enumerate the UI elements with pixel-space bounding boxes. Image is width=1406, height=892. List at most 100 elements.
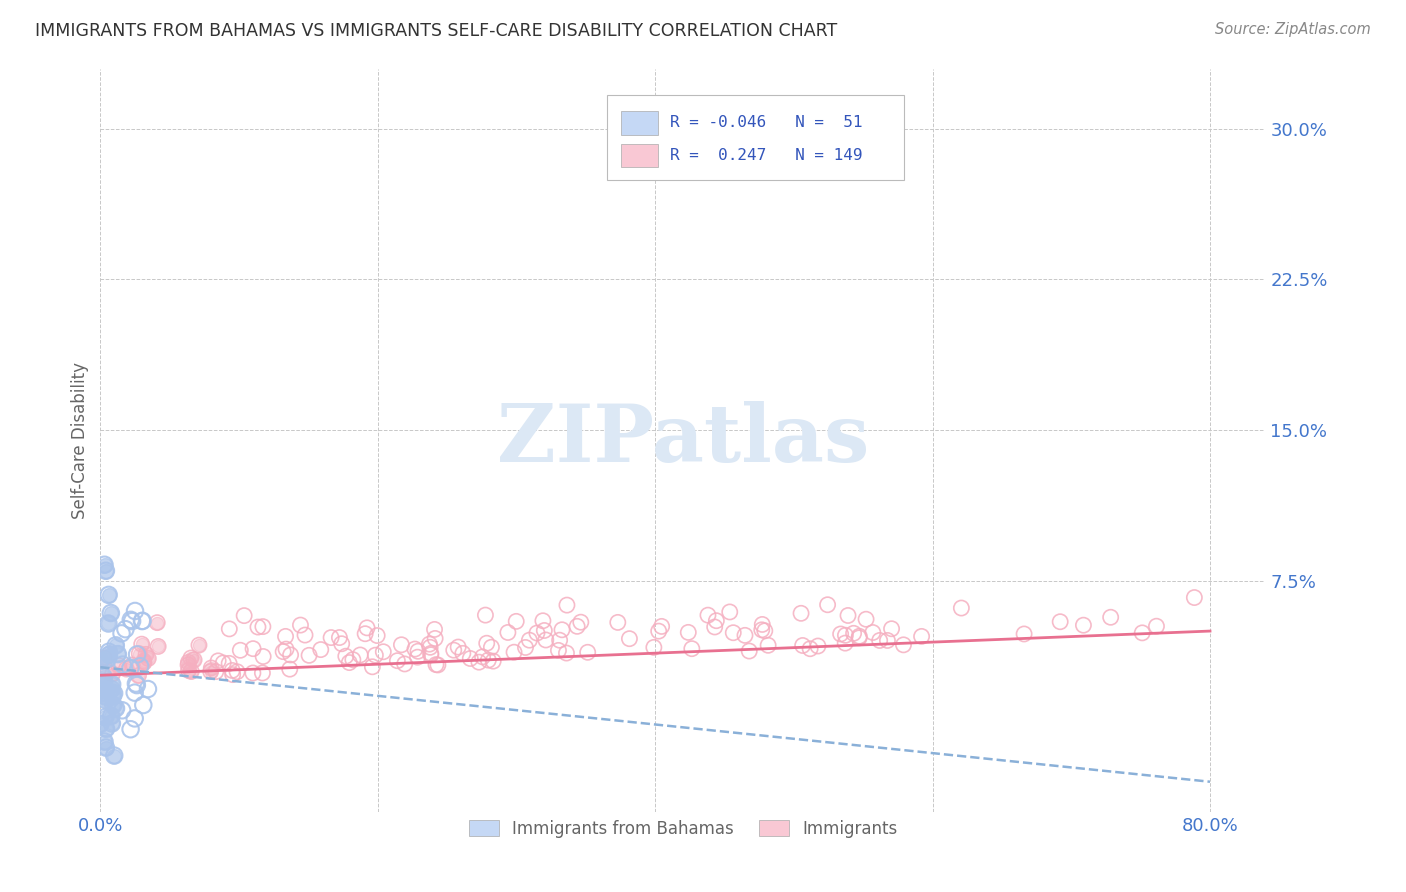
Point [131, 637, 153, 651]
Point [127, 668, 149, 682]
Point [111, 657, 134, 672]
Point [93, 558, 115, 572]
Point [290, 618, 312, 632]
Point [114, 622, 136, 636]
Point [93, 678, 115, 692]
Point [177, 656, 200, 670]
Point [93, 670, 115, 684]
Point [1049, 615, 1071, 629]
Point [807, 639, 830, 653]
Point [94, 690, 117, 704]
Point [531, 614, 554, 628]
Point [792, 639, 814, 653]
Point [647, 624, 669, 639]
Point [89, 717, 111, 731]
Y-axis label: Self-Care Disability: Self-Care Disability [72, 361, 89, 519]
Point [751, 617, 773, 632]
Point [97, 645, 120, 659]
Point [734, 628, 756, 642]
Text: R =  0.247   N = 149: R = 0.247 N = 149 [671, 148, 863, 163]
Point [221, 667, 243, 681]
Point [252, 649, 274, 664]
Point [252, 619, 274, 633]
Point [120, 723, 142, 737]
Point [177, 657, 200, 672]
Point [132, 656, 155, 670]
Point [1130, 625, 1153, 640]
Point [103, 748, 125, 763]
Point [280, 648, 302, 662]
Point [183, 653, 205, 667]
Point [94, 564, 117, 578]
Point [515, 640, 537, 655]
Point [97, 588, 120, 602]
Point [294, 628, 316, 642]
Point [834, 636, 856, 650]
Point [252, 665, 274, 680]
Point [115, 662, 138, 676]
Point [97, 616, 120, 631]
Point [131, 637, 153, 651]
Point [128, 647, 150, 661]
Point [834, 628, 856, 642]
Point [108, 658, 131, 673]
Point [96, 665, 118, 679]
Point [180, 651, 202, 665]
Point [93, 674, 115, 689]
Point [387, 654, 409, 668]
Point [330, 637, 353, 651]
Point [90, 682, 112, 697]
Point [848, 629, 870, 643]
Text: Source: ZipAtlas.com: Source: ZipAtlas.com [1215, 22, 1371, 37]
Point [271, 645, 294, 659]
Point [89, 654, 111, 668]
Point [221, 664, 243, 678]
Point [335, 649, 357, 664]
Point [817, 598, 839, 612]
Point [447, 640, 470, 654]
Point [703, 620, 725, 634]
Point [418, 637, 440, 651]
Point [1073, 618, 1095, 632]
Point [101, 689, 124, 703]
Text: ZIPatlas: ZIPatlas [496, 401, 869, 479]
Point [93, 670, 115, 684]
Point [94, 710, 117, 724]
Bar [621, 111, 658, 135]
Point [183, 653, 205, 667]
Point [205, 665, 228, 679]
Point [229, 643, 252, 657]
Point [555, 646, 578, 660]
Point [90, 682, 112, 697]
Point [419, 640, 441, 655]
Point [569, 615, 592, 630]
Point [678, 625, 700, 640]
Point [132, 698, 155, 712]
Point [471, 649, 494, 664]
Point [718, 605, 741, 619]
Point [830, 627, 852, 641]
Point [1146, 619, 1168, 633]
Point [94, 690, 117, 704]
Point [136, 651, 159, 665]
Point [565, 619, 588, 633]
Point [120, 613, 142, 627]
Legend: Immigrants from Bahamas, Immigrants: Immigrants from Bahamas, Immigrants [463, 814, 904, 845]
Point [97, 588, 120, 602]
Point [391, 638, 413, 652]
Point [723, 625, 745, 640]
Point [103, 698, 125, 713]
Point [309, 642, 332, 657]
Point [704, 614, 727, 628]
Point [790, 607, 813, 621]
Point [226, 665, 249, 679]
Point [423, 632, 446, 646]
Point [100, 606, 122, 620]
Point [127, 648, 149, 662]
Point [127, 668, 149, 682]
Point [481, 640, 503, 655]
Point [880, 622, 903, 636]
Point [115, 662, 138, 676]
Point [121, 614, 143, 628]
Point [146, 640, 169, 654]
